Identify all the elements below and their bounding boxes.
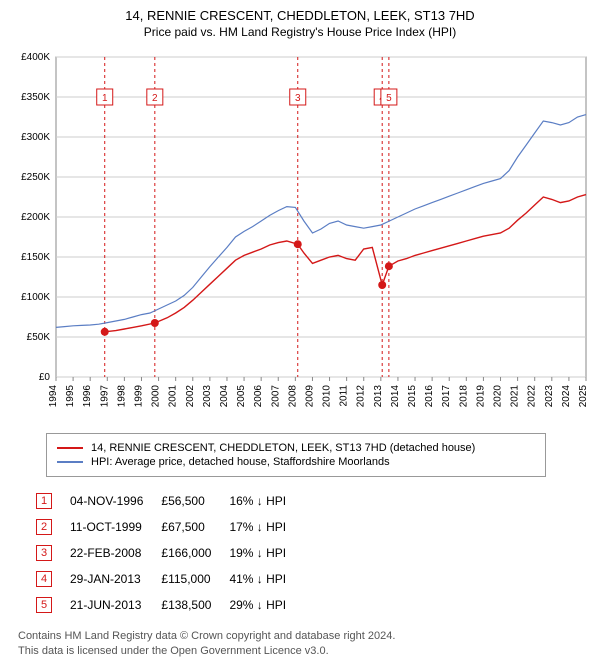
- svg-text:2000: 2000: [151, 385, 162, 408]
- svg-text:1997: 1997: [99, 385, 110, 408]
- transaction-price: £166,000: [153, 541, 219, 565]
- legend-row-hpi: HPI: Average price, detached house, Staf…: [57, 456, 535, 468]
- transaction-price: £115,000: [153, 567, 219, 591]
- transaction-marker: 1: [36, 493, 52, 509]
- svg-text:£0: £0: [39, 372, 51, 383]
- svg-text:2008: 2008: [287, 385, 298, 408]
- footer: Contains HM Land Registry data © Crown c…: [18, 629, 594, 660]
- transaction-pct: 41% ↓ HPI: [221, 567, 294, 591]
- table-row: 4 29-JAN-2013£115,00041% ↓ HPI: [28, 567, 294, 591]
- svg-text:2017: 2017: [441, 385, 452, 408]
- svg-text:£350K: £350K: [21, 92, 50, 103]
- transaction-pct: 29% ↓ HPI: [221, 593, 294, 617]
- svg-text:£50K: £50K: [27, 332, 51, 343]
- transaction-marker: 3: [36, 545, 52, 561]
- svg-text:2013: 2013: [373, 385, 384, 408]
- legend-row-price-paid: 14, RENNIE CRESCENT, CHEDDLETON, LEEK, S…: [57, 442, 535, 454]
- svg-text:2002: 2002: [185, 385, 196, 408]
- svg-text:£150K: £150K: [21, 252, 50, 263]
- svg-text:1994: 1994: [48, 385, 59, 408]
- chart-subtitle: Price paid vs. HM Land Registry's House …: [6, 25, 594, 39]
- transaction-date: 21-JUN-2013: [62, 593, 151, 617]
- transaction-date: 22-FEB-2008: [62, 541, 151, 565]
- footer-line2: This data is licensed under the Open Gov…: [18, 644, 594, 659]
- svg-text:2009: 2009: [304, 385, 315, 408]
- transaction-date: 29-JAN-2013: [62, 567, 151, 591]
- svg-text:1998: 1998: [116, 385, 127, 408]
- transaction-price: £67,500: [153, 515, 219, 539]
- svg-text:2015: 2015: [407, 385, 418, 408]
- legend-label-price-paid: 14, RENNIE CRESCENT, CHEDDLETON, LEEK, S…: [91, 442, 475, 454]
- legend-swatch-hpi: [57, 461, 83, 463]
- svg-text:2004: 2004: [219, 385, 230, 408]
- svg-text:1999: 1999: [133, 385, 144, 408]
- svg-text:2010: 2010: [322, 385, 333, 408]
- transaction-date: 04-NOV-1996: [62, 489, 151, 513]
- transaction-date: 11-OCT-1999: [62, 515, 151, 539]
- svg-text:2003: 2003: [202, 385, 213, 408]
- svg-text:2011: 2011: [339, 385, 350, 407]
- svg-text:3: 3: [295, 93, 301, 104]
- legend-label-hpi: HPI: Average price, detached house, Staf…: [91, 456, 390, 468]
- svg-text:£400K: £400K: [21, 52, 50, 63]
- svg-text:2007: 2007: [270, 385, 281, 408]
- svg-text:£200K: £200K: [21, 212, 50, 223]
- transaction-marker: 5: [36, 597, 52, 613]
- chart-area: £0 £50K £100K £150K £200K £250K £300K £350K £400…: [6, 47, 594, 427]
- svg-text:2012: 2012: [356, 385, 367, 408]
- svg-text:2022: 2022: [527, 385, 538, 408]
- svg-text:2006: 2006: [253, 385, 264, 408]
- svg-text:2018: 2018: [458, 385, 469, 408]
- table-row: 1 04-NOV-1996£56,50016% ↓ HPI: [28, 489, 294, 513]
- svg-text:2021: 2021: [510, 385, 521, 408]
- transaction-pct: 16% ↓ HPI: [221, 489, 294, 513]
- table-row: 3 22-FEB-2008£166,00019% ↓ HPI: [28, 541, 294, 565]
- transaction-pct: 19% ↓ HPI: [221, 541, 294, 565]
- table-row: 2 11-OCT-1999£67,50017% ↓ HPI: [28, 515, 294, 539]
- svg-text:2019: 2019: [475, 385, 486, 408]
- svg-text:2020: 2020: [493, 385, 504, 408]
- legend-swatch-price-paid: [57, 447, 83, 449]
- footer-line1: Contains HM Land Registry data © Crown c…: [18, 629, 594, 644]
- svg-text:2025: 2025: [578, 385, 589, 408]
- transactions-table: 1 04-NOV-1996£56,50016% ↓ HPI 2 11-OCT-1999…: [26, 487, 296, 619]
- svg-text:2014: 2014: [390, 385, 401, 408]
- svg-text:£100K: £100K: [21, 292, 50, 303]
- transaction-marker: 2: [36, 519, 52, 535]
- svg-text:2005: 2005: [236, 385, 247, 408]
- transaction-pct: 17% ↓ HPI: [221, 515, 294, 539]
- svg-text:2016: 2016: [424, 385, 435, 408]
- transaction-marker: 4: [36, 571, 52, 587]
- chart-svg: £0 £50K £100K £150K £200K £250K £300K £350K £400…: [6, 47, 594, 427]
- svg-text:1: 1: [102, 93, 108, 104]
- transaction-price: £56,500: [153, 489, 219, 513]
- chart-title: 14, RENNIE CRESCENT, CHEDDLETON, LEEK, S…: [6, 8, 594, 23]
- svg-text:2024: 2024: [561, 385, 572, 408]
- svg-text:1996: 1996: [82, 385, 93, 408]
- table-row: 5 21-JUN-2013£138,50029% ↓ HPI: [28, 593, 294, 617]
- svg-text:5: 5: [386, 93, 392, 104]
- svg-text:2001: 2001: [168, 385, 179, 408]
- svg-text:2: 2: [152, 93, 158, 104]
- svg-text:£250K: £250K: [21, 172, 50, 183]
- transaction-price: £138,500: [153, 593, 219, 617]
- svg-text:1995: 1995: [65, 385, 76, 408]
- svg-text:2023: 2023: [544, 385, 555, 408]
- svg-text:£300K: £300K: [21, 132, 50, 143]
- legend: 14, RENNIE CRESCENT, CHEDDLETON, LEEK, S…: [46, 433, 546, 477]
